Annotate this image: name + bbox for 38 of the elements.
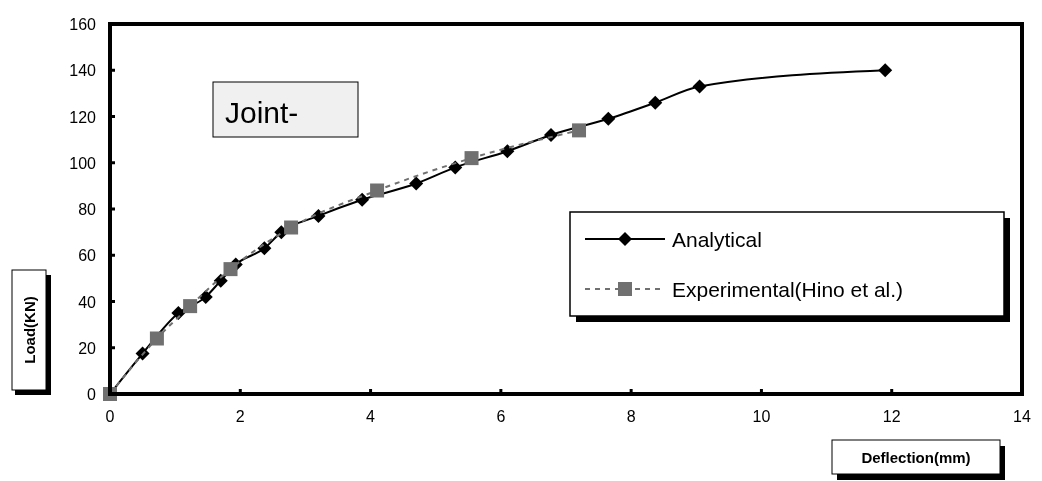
- x-tick-label: 10: [752, 408, 771, 425]
- x-tick-label: 2: [235, 408, 245, 425]
- x-tick-label: 0: [105, 408, 115, 425]
- x-axis-title: Deflection(mm): [861, 449, 971, 466]
- point: [648, 95, 663, 110]
- y-tick-label: 160: [69, 16, 97, 33]
- point: [171, 306, 186, 321]
- x-tick-label: 4: [366, 408, 376, 425]
- x-tick-label: 12: [882, 408, 901, 425]
- point: [183, 299, 198, 314]
- y-tick-label: 100: [69, 154, 97, 172]
- y-tick-label: 0: [87, 386, 97, 403]
- x-tick-label: 6: [496, 408, 506, 425]
- y-tick-label: 20: [78, 339, 97, 357]
- y-tick-label: 40: [78, 293, 97, 311]
- legend-label: Experimental(Hino et al.): [672, 278, 904, 301]
- y-tick-label: 60: [78, 247, 97, 265]
- point: [448, 160, 463, 175]
- point: [500, 144, 515, 159]
- y-axis-title: Load(KN): [21, 296, 38, 364]
- y-tick-label: 120: [69, 108, 97, 126]
- point: [878, 63, 893, 78]
- point: [409, 176, 424, 191]
- text: Joint-: [225, 96, 299, 129]
- x-tick-label: 8: [626, 408, 636, 425]
- point: [464, 151, 479, 166]
- legend-label: Analytical: [672, 228, 762, 251]
- point: [284, 220, 299, 235]
- point: [572, 123, 587, 138]
- point: [149, 331, 164, 346]
- x-tick-label: 14: [1013, 408, 1031, 425]
- point: [370, 183, 385, 198]
- y-tick-label: 80: [78, 201, 97, 218]
- y-tick-label: 140: [69, 62, 97, 80]
- point: [692, 79, 707, 94]
- point: [601, 111, 616, 126]
- point: [213, 273, 228, 288]
- point: [223, 262, 238, 277]
